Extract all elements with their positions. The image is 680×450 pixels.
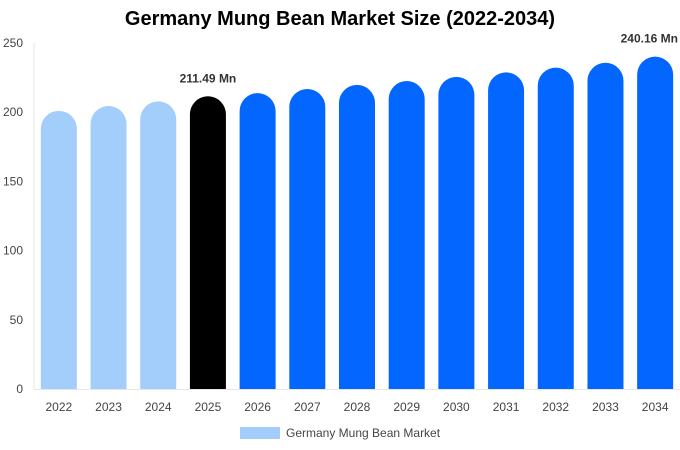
y-tick-label: 50 [10,313,24,327]
data-labels: 211.49 Mn 240.16 Mn [180,32,678,86]
legend-swatch [240,427,280,439]
chart-title: Germany Mung Bean Market Size (2022-2034… [124,8,556,30]
x-tick-label: 2022 [45,400,72,414]
bar-2033[interactable] [587,62,624,389]
bar-2034[interactable] [637,56,674,390]
x-tick-label: 2031 [493,400,520,414]
bar-2022[interactable] [40,110,77,390]
x-tick-label: 2030 [443,400,470,414]
x-tick-label: 2029 [393,400,420,414]
x-tick-label: 2028 [344,400,371,414]
bars [40,56,674,390]
x-tick-label: 2024 [145,400,172,414]
y-tick-label: 0 [16,382,23,396]
bar-2032[interactable] [537,67,574,390]
x-tick-label: 2032 [542,400,569,414]
bar-2030[interactable] [438,76,475,390]
x-tick-label: 2033 [592,400,619,414]
data-label-2034: 240.16 Mn [621,32,678,46]
y-tick-label: 250 [3,36,23,50]
y-tick-label: 200 [3,105,23,119]
x-tick-label: 2027 [294,400,321,414]
bar-2031[interactable] [488,72,525,389]
bar-2024[interactable] [140,101,177,390]
x-tick-label: 2023 [95,400,122,414]
x-tick-label: 2026 [244,400,271,414]
legend[interactable]: Germany Mung Bean Market [240,426,440,440]
bar-2026[interactable] [239,93,276,389]
x-tick-label: 2034 [642,400,669,414]
bar-2025[interactable] [189,96,226,389]
x-tick-label: 2025 [195,400,222,414]
bar-2028[interactable] [339,84,375,389]
bar-2023[interactable] [90,105,127,390]
data-label-2025: 211.49 Mn [180,71,237,85]
y-tick-label: 100 [3,244,23,258]
bar-2029[interactable] [388,81,425,389]
x-axis: 2022 2023 2024 2025 2026 2027 2028 2029 2030 2031… [34,389,680,414]
bar-2027[interactable] [289,88,326,390]
y-axis: 0 50 100 150 200 250 [3,36,35,396]
legend-label: Germany Mung Bean Market [286,426,441,440]
y-tick-label: 150 [3,174,23,188]
